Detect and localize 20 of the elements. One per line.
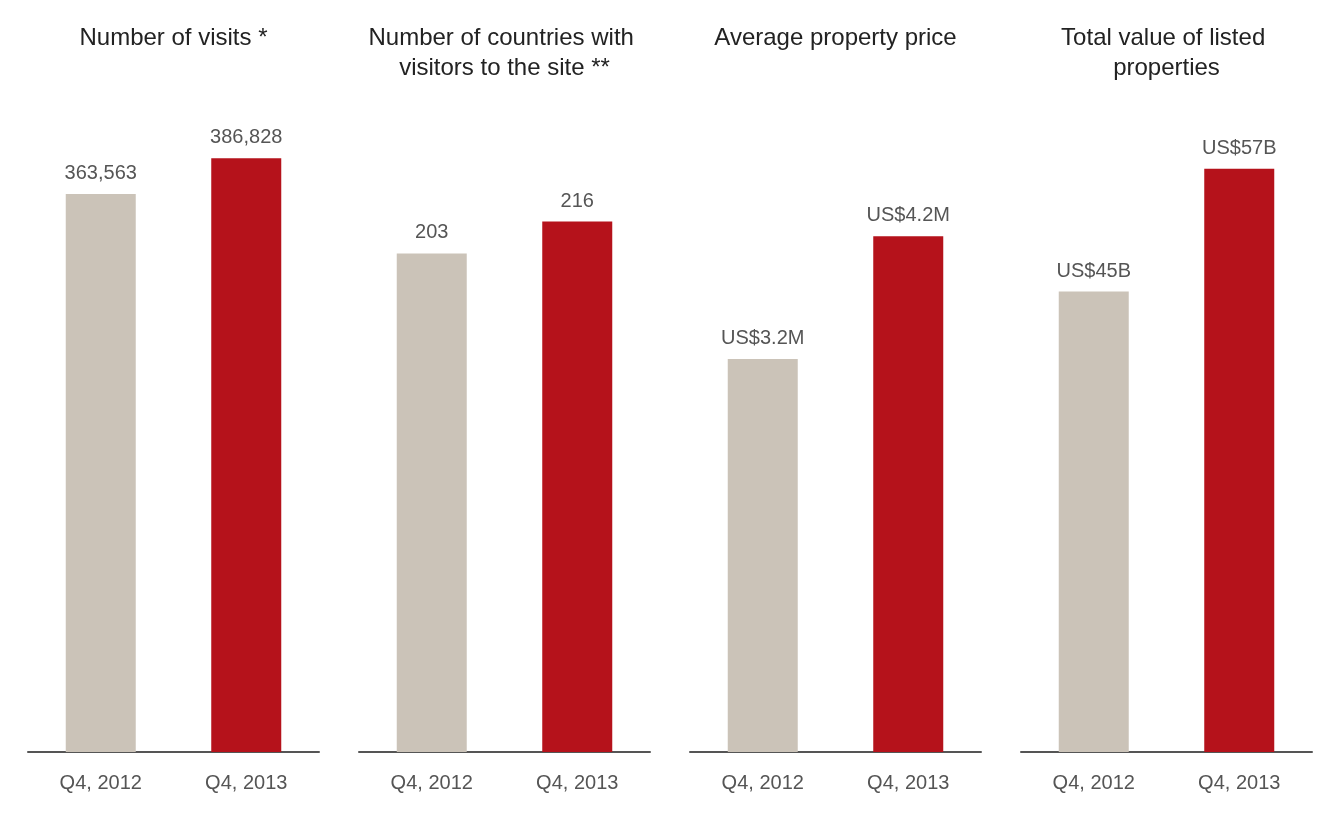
data-label: US$3.2M <box>721 326 805 349</box>
data-label: 386,828 <box>210 125 283 148</box>
chart-title: Number of countries with visitors to the site ** <box>368 22 641 80</box>
chart-title: Number of visits * <box>79 22 268 50</box>
chart-title: Average property price <box>714 22 957 50</box>
x-tick-label: Q4, 2012 <box>390 771 473 793</box>
x-tick-label: Q4, 2013 <box>536 771 619 793</box>
data-label: 363,563 <box>64 160 137 183</box>
x-tick-label: Q4, 2012 <box>59 771 142 793</box>
data-label: US$57B <box>1202 135 1277 158</box>
x-tick-label: Q4, 2013 <box>1198 771 1281 793</box>
x-tick-label: Q4, 2012 <box>1052 771 1135 793</box>
x-tick-label: Q4, 2013 <box>205 771 288 793</box>
data-label: US$45B <box>1056 258 1131 281</box>
data-label: 216 <box>560 188 594 211</box>
data-label: 203 <box>415 220 449 243</box>
x-tick-label: Q4, 2013 <box>867 771 950 793</box>
data-label: US$4.2M <box>866 203 950 226</box>
x-tick-label: Q4, 2012 <box>721 771 804 793</box>
chart-title: Total value of listed properties <box>1061 22 1272 80</box>
